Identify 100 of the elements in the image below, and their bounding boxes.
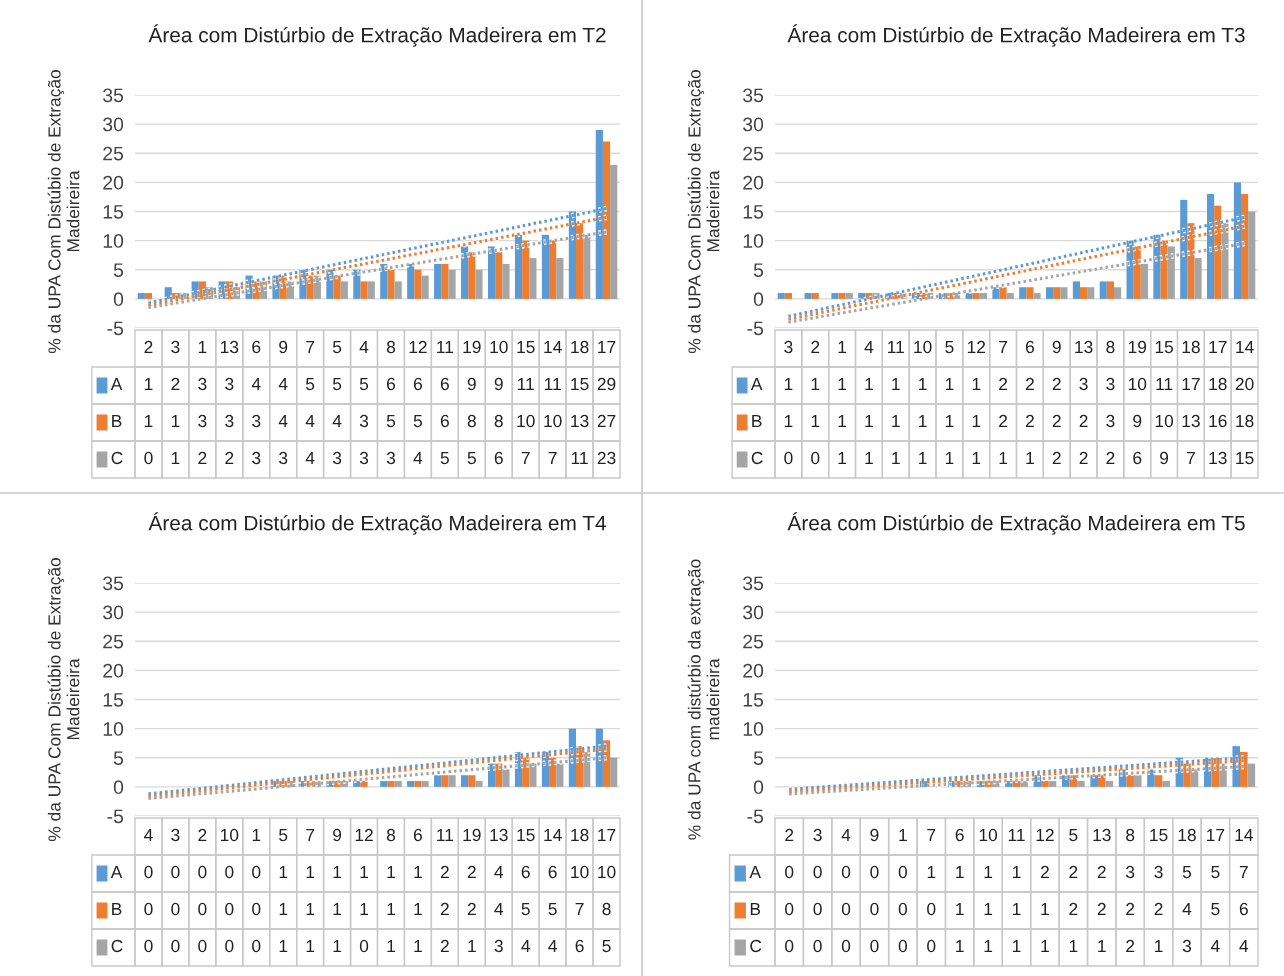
x-tick-label: 7 [927, 829, 936, 841]
data-label: 6 [548, 865, 557, 879]
data-label: 1 [999, 452, 1008, 464]
x-tick-label: 11 [888, 341, 904, 353]
x-tick-label: 17 [598, 341, 616, 353]
data-label: 0 [252, 902, 261, 916]
y-tick-label: 35 [103, 88, 124, 103]
x-tick-label: 4 [359, 341, 369, 353]
x-tick-label: 9 [333, 828, 342, 842]
data-label: 1 [892, 415, 900, 427]
data-label: 4 [1210, 940, 1220, 952]
data-label: 0 [785, 939, 794, 953]
data-label: 1 [171, 415, 180, 427]
data-label: 2 [1079, 451, 1088, 464]
x-tick-label: 19 [463, 340, 481, 354]
data-label: 5 [1182, 866, 1192, 879]
data-label: 11 [544, 378, 561, 390]
data-label: 0 [784, 451, 793, 465]
data-label: 29 [597, 377, 616, 391]
data-label: 6 [1133, 451, 1142, 465]
data-label: 0 [898, 902, 907, 916]
data-label: 0 [927, 939, 936, 953]
data-label: 15 [1236, 452, 1254, 465]
x-tick-label: 18 [571, 828, 589, 842]
data-label: 4 [278, 378, 288, 390]
data-label: 0 [198, 902, 207, 916]
data-label: 1 [811, 415, 820, 427]
x-tick-label: 10 [979, 828, 998, 842]
x-tick-label: 3 [171, 828, 180, 842]
data-label: 1 [1098, 940, 1106, 952]
chart-title: Área com Distúrbio de Extração Madeirera em T3 [787, 24, 1245, 47]
x-tick-label: 18 [571, 340, 589, 354]
data-label: 18 [1236, 414, 1254, 428]
data-label: 2 [225, 451, 234, 464]
data-label: 8 [494, 414, 503, 428]
data-label: 8 [467, 414, 476, 428]
data-label: 4 [1239, 940, 1249, 952]
data-label: 0 [785, 902, 794, 916]
x-tick-label: 10 [490, 340, 508, 354]
data-label: 1 [279, 940, 288, 952]
data-label: 2 [1052, 414, 1061, 427]
data-label: 1 [838, 378, 847, 390]
y-tick-label: 20 [103, 175, 124, 190]
x-tick-label: 14 [544, 829, 562, 841]
y-tick-label: 20 [743, 175, 764, 190]
data-label: 3 [1154, 865, 1163, 879]
data-label: 1 [838, 452, 847, 464]
data-label: 3 [1125, 865, 1135, 879]
data-label: 1 [919, 452, 927, 464]
data-label: 1 [784, 378, 793, 390]
legend-label: A [749, 866, 761, 878]
chart-title: Área com Distúrbio de Extração Madeirera em T4 [148, 512, 606, 535]
y-tick-label: 25 [103, 146, 124, 161]
data-label: 3 [494, 939, 503, 953]
data-label: 1 [468, 940, 476, 952]
data-label: 1 [865, 415, 873, 427]
data-label: 3 [198, 414, 207, 428]
x-tick-label: 2 [811, 340, 820, 353]
x-tick-label: 12 [409, 340, 427, 353]
data-label: 1 [927, 866, 936, 878]
data-label: 2 [1126, 939, 1135, 952]
legend-label: C [751, 451, 763, 465]
y-tick-label: 30 [103, 117, 124, 132]
x-tick-label: 18 [1178, 828, 1196, 842]
x-tick-label: 2 [144, 340, 153, 353]
data-label: 7 [548, 452, 557, 464]
data-label: 10 [598, 865, 616, 879]
data-label: 1 [984, 866, 993, 878]
data-label: 1 [360, 866, 369, 878]
data-label: 0 [870, 902, 879, 916]
data-label: 0 [198, 939, 207, 953]
data-label: 5 [467, 452, 476, 465]
data-label: 6 [575, 939, 584, 953]
y-tick-label: 15 [103, 205, 124, 219]
data-label: 17 [1182, 378, 1200, 390]
x-tick-label: 8 [1126, 828, 1135, 842]
y-tick-label: 0 [753, 780, 764, 795]
data-label: 4 [305, 452, 315, 464]
x-tick-label: 15 [1150, 829, 1168, 842]
x-tick-label: 8 [1106, 340, 1115, 354]
data-label: 2 [198, 451, 207, 464]
data-label: 2 [440, 902, 449, 915]
data-label: 18 [1209, 377, 1227, 391]
data-label: 1 [1041, 940, 1049, 952]
data-label: 1 [144, 378, 153, 390]
x-tick-label: 6 [252, 340, 261, 354]
data-label: 2 [467, 902, 476, 915]
data-label: 5 [602, 940, 611, 953]
data-label: 2 [440, 939, 449, 952]
data-label: 1 [360, 903, 369, 915]
data-label: 6 [494, 451, 503, 465]
data-label: 0 [171, 902, 180, 916]
data-label: 5 [1211, 866, 1220, 879]
data-label: 2 [467, 865, 476, 878]
x-tick-label: 3 [813, 828, 822, 842]
x-tick-label: 18 [1182, 340, 1200, 354]
data-label: 2 [999, 377, 1008, 390]
data-label: 1 [414, 903, 422, 915]
data-label: 0 [225, 939, 234, 953]
data-label: 7 [521, 452, 530, 464]
